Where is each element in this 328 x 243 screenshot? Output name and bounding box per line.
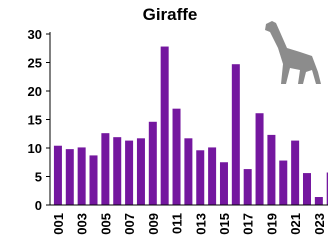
x-tick-label: 009 [146, 213, 161, 235]
bar [220, 162, 228, 205]
y-tick-label: 25 [28, 56, 42, 71]
x-tick-label: 015 [217, 213, 232, 235]
bar [173, 109, 181, 205]
x-tick-label: 023 [312, 213, 327, 235]
y-tick-label: 5 [35, 170, 42, 185]
bar [291, 141, 299, 205]
bar [149, 122, 157, 205]
x-tick-label: 011 [170, 213, 185, 234]
y-tick-label: 20 [28, 84, 42, 99]
x-tick-label: 003 [75, 213, 90, 235]
bar [256, 113, 264, 205]
bar [184, 138, 192, 205]
x-tick-label: 019 [264, 213, 279, 235]
bar [232, 64, 240, 205]
y-tick-label: 15 [28, 113, 42, 128]
bar [196, 150, 204, 205]
bar [279, 161, 287, 205]
bar [101, 133, 109, 205]
x-tick-label: 005 [98, 213, 113, 235]
giraffe-icon [265, 21, 321, 84]
bar [315, 197, 323, 205]
bar [66, 149, 74, 205]
bar [303, 173, 311, 205]
bar [161, 47, 169, 205]
y-tick-label: 10 [28, 141, 42, 156]
bar [244, 169, 252, 205]
bar [125, 141, 133, 205]
bar [267, 135, 275, 205]
chart-title: Giraffe [143, 5, 198, 24]
x-tick-label: 007 [122, 213, 137, 235]
x-tick-label: 021 [288, 213, 303, 235]
x-tick-label: 013 [193, 213, 208, 235]
bar [113, 137, 121, 205]
bar [90, 155, 98, 205]
chart: Giraffe 0 5 10 15 20 25 30 001 003 005 007 009 011 01… [0, 0, 328, 243]
bar [78, 147, 86, 205]
bar [54, 146, 62, 205]
x-tick-label: 017 [241, 213, 256, 235]
x-tick-label: 001 [51, 213, 66, 235]
bar [137, 138, 145, 205]
y-tick-label: 30 [28, 27, 42, 42]
y-tick-label: 0 [35, 198, 42, 213]
bar [208, 147, 216, 205]
